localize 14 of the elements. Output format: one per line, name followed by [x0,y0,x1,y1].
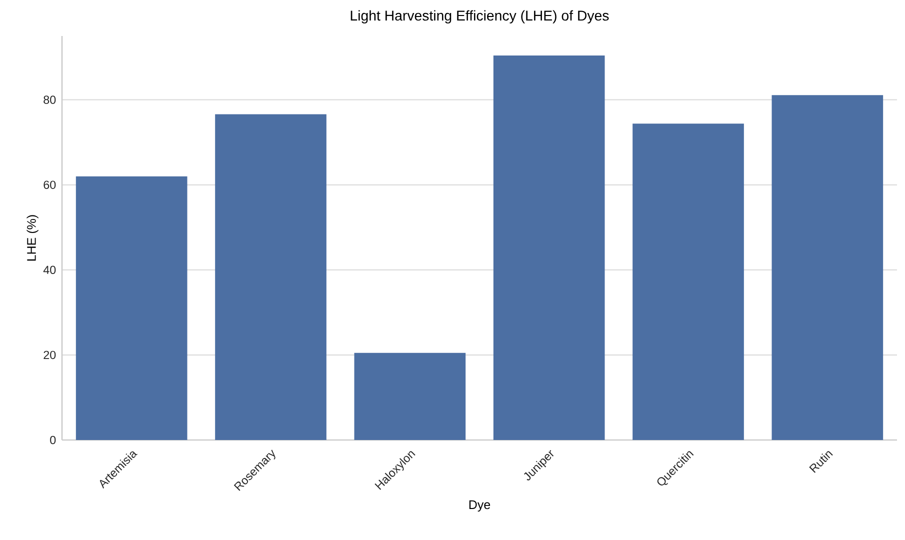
y-axis-title: LHE (%) [26,215,38,261]
bar [76,176,188,440]
y-tick-label: 0 [50,436,56,444]
bar [493,56,605,440]
x-axis-title: Dye [469,500,490,512]
bar [354,352,466,440]
bar [632,124,744,440]
chart-title: Light Harvesting Efficiency (LHE) of Dyes [350,10,609,24]
bar [772,95,884,440]
y-tick-label: 20 [44,350,56,360]
y-tick-label: 60 [44,180,56,189]
y-tick-label: 80 [44,96,56,104]
bar [215,114,326,440]
y-tick-label: 40 [43,266,56,274]
